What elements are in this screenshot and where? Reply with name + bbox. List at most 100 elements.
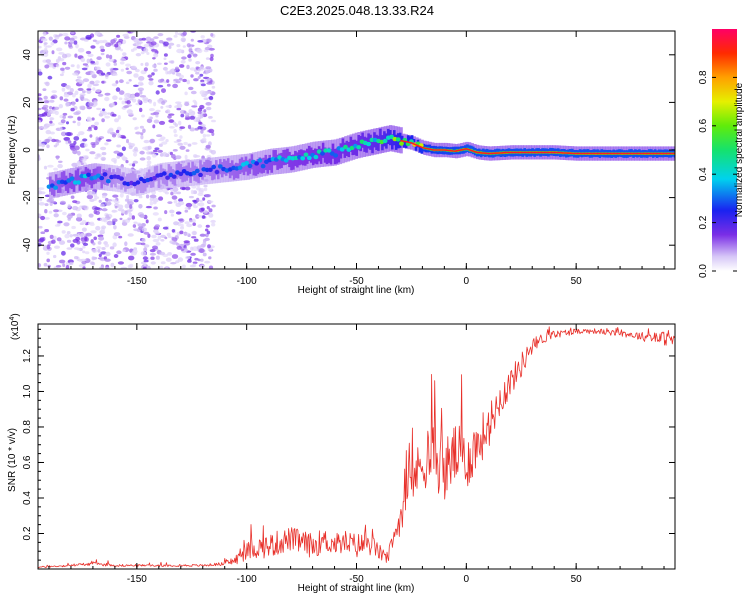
ridge-body xyxy=(379,128,382,144)
noise-speck xyxy=(51,239,56,244)
noise-speck xyxy=(184,186,191,191)
noise-speck xyxy=(132,117,137,121)
x-tick-label: -150 xyxy=(127,276,147,287)
noise-speck xyxy=(143,247,148,252)
ridge-body xyxy=(215,160,218,176)
noise-speck xyxy=(38,68,42,72)
noise-speck xyxy=(72,72,79,76)
noise-speck xyxy=(70,243,75,248)
noise-speck xyxy=(62,112,68,116)
noise-speck xyxy=(157,149,163,153)
noise-speck xyxy=(90,71,95,76)
ridge-core xyxy=(237,165,243,170)
ridge-body xyxy=(331,143,335,159)
ridge-core xyxy=(260,164,266,169)
noise-speck xyxy=(39,197,43,202)
noise-speck xyxy=(48,62,54,68)
noise-speck xyxy=(172,149,178,152)
noise-speck xyxy=(143,259,149,263)
noise-speck xyxy=(186,79,190,85)
noise-speck xyxy=(84,251,90,255)
snr-x-tick-label: -50 xyxy=(349,574,364,585)
noise-speck xyxy=(174,105,180,109)
ridge-core xyxy=(105,179,111,184)
noise-speck xyxy=(65,132,72,136)
noise-speck xyxy=(111,209,116,213)
noise-speck xyxy=(131,65,137,69)
noise-speck xyxy=(190,74,194,78)
ridge-body xyxy=(327,147,331,163)
ridge-body xyxy=(321,142,325,158)
noise-speck xyxy=(86,89,92,94)
noise-speck xyxy=(130,96,134,101)
noise-speck xyxy=(191,142,198,145)
noise-speck xyxy=(65,102,70,107)
noise-speck xyxy=(208,256,212,260)
noise-speck xyxy=(38,45,42,49)
noise-speck xyxy=(170,262,177,265)
noise-speck xyxy=(179,145,186,150)
ridge-body xyxy=(375,134,378,150)
noise-speck xyxy=(94,31,101,36)
noise-speck xyxy=(60,119,66,124)
noise-speck xyxy=(190,38,194,42)
noise-speck xyxy=(184,207,189,210)
noise-speck xyxy=(51,90,57,94)
noise-speck xyxy=(140,51,145,55)
noise-speck xyxy=(146,52,150,55)
noise-speck xyxy=(114,118,119,123)
noise-speck xyxy=(174,31,179,35)
noise-speck xyxy=(168,45,172,49)
noise-speck xyxy=(43,165,48,170)
noise-speck xyxy=(87,102,94,107)
noise-speck xyxy=(171,229,176,233)
noise-speck xyxy=(164,210,168,215)
ridge-body xyxy=(147,169,151,185)
noise-speck xyxy=(55,265,62,268)
noise-speck xyxy=(105,266,110,269)
noise-speck xyxy=(182,45,186,48)
noise-speck xyxy=(184,221,190,225)
noise-speck xyxy=(104,73,109,77)
noise-speck xyxy=(165,139,169,143)
noise-speck xyxy=(164,62,168,65)
noise-speck xyxy=(162,226,169,230)
ridge-body xyxy=(82,171,86,187)
noise-speck xyxy=(190,90,197,95)
ridge-body xyxy=(371,138,374,154)
noise-speck xyxy=(139,107,143,113)
ridge-body xyxy=(167,164,171,180)
noise-speck xyxy=(150,256,155,260)
noise-speck xyxy=(199,90,206,95)
noise-speck xyxy=(105,139,112,142)
noise-speck xyxy=(73,111,80,116)
noise-speck xyxy=(143,139,150,144)
noise-speck xyxy=(38,190,43,195)
noise-speck xyxy=(152,245,158,250)
noise-speck xyxy=(190,189,194,195)
noise-speck xyxy=(175,211,182,215)
noise-speck xyxy=(69,234,73,238)
noise-speck xyxy=(72,238,79,243)
noise-speck xyxy=(166,37,173,41)
noise-speck xyxy=(98,40,105,44)
noise-speck xyxy=(127,209,131,214)
noise-speck xyxy=(72,205,79,211)
noise-speck xyxy=(113,225,117,230)
noise-speck xyxy=(125,92,131,96)
ridge-core xyxy=(76,180,81,185)
noise-speck xyxy=(187,143,192,147)
noise-speck xyxy=(163,53,168,57)
noise-speck xyxy=(122,249,126,253)
noise-speck xyxy=(150,41,157,46)
noise-speck xyxy=(131,215,135,220)
noise-speck xyxy=(211,204,216,208)
noise-speck xyxy=(90,45,96,49)
noise-speck xyxy=(105,214,110,218)
ridge-body xyxy=(252,160,256,176)
ridge-body xyxy=(159,164,163,180)
noise-speck xyxy=(106,220,114,226)
ridge-body xyxy=(377,135,380,151)
noise-speck xyxy=(165,109,171,114)
noise-speck xyxy=(206,82,213,85)
